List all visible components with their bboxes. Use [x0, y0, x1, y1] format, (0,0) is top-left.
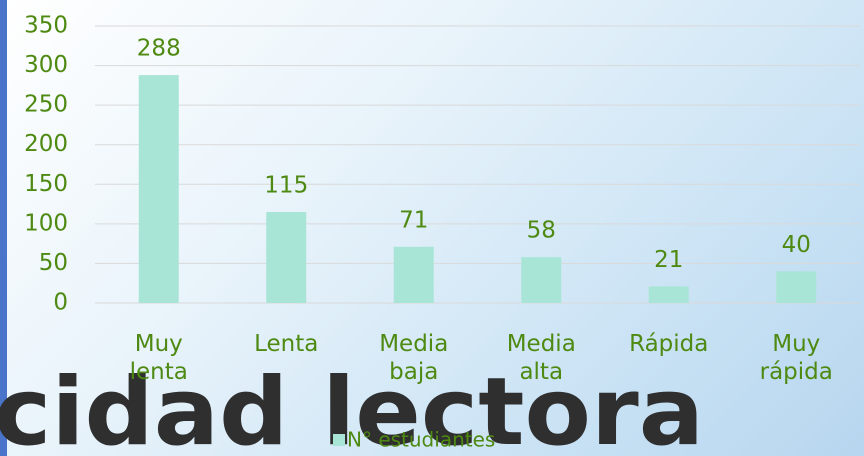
- x-tick-label: Media baja: [379, 331, 449, 385]
- x-tick-label: Lenta: [254, 331, 319, 357]
- bar: [776, 271, 817, 303]
- data-label: 21: [654, 247, 683, 273]
- x-tick-label: Media alta: [506, 331, 576, 385]
- bar: [393, 246, 434, 303]
- bar: [138, 75, 179, 303]
- data-label: 58: [527, 218, 556, 244]
- side-strip: [0, 0, 7, 456]
- bar: [521, 257, 562, 303]
- legend-label: N° estudiantes: [347, 428, 495, 452]
- data-label: 115: [264, 172, 308, 198]
- y-tick-label: 100: [24, 210, 68, 236]
- data-label: 288: [137, 36, 181, 62]
- x-tick-label: Muy rápida: [759, 331, 833, 385]
- y-tick-label: 150: [24, 171, 68, 197]
- legend-swatch: [333, 434, 345, 446]
- y-tick-label: 300: [24, 52, 68, 78]
- data-label: 71: [399, 207, 428, 233]
- y-tick-label: 200: [24, 131, 68, 157]
- x-tick-label: Muy lenta: [129, 331, 188, 385]
- bar: [648, 286, 689, 303]
- y-tick-label: 350: [24, 13, 68, 39]
- background-heading: cidad lectora: [0, 358, 704, 456]
- y-tick-label: 250: [24, 92, 68, 118]
- y-tick-label: 0: [53, 290, 68, 316]
- data-label: 40: [782, 232, 811, 258]
- bar: [266, 211, 307, 303]
- y-tick-label: 50: [39, 250, 68, 276]
- x-tick-label: Rápida: [629, 331, 709, 357]
